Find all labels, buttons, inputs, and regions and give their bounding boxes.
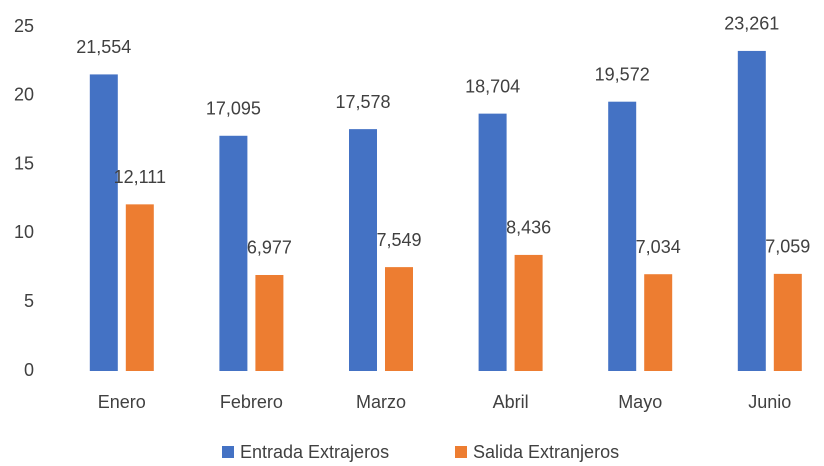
y-tick-label: 0 xyxy=(24,360,34,380)
bar xyxy=(125,204,154,371)
x-tick-label: Febrero xyxy=(220,392,283,412)
bar xyxy=(478,113,507,371)
bar xyxy=(349,129,377,371)
bar xyxy=(737,50,766,371)
value-label: 7,549 xyxy=(376,230,421,250)
value-label: 18,704 xyxy=(465,76,520,96)
legend-label: Salida Extranjeros xyxy=(473,442,619,462)
bar xyxy=(89,74,118,371)
bar xyxy=(608,101,637,372)
x-tick-label: Junio xyxy=(748,392,791,412)
legend-swatch xyxy=(222,446,234,458)
value-label: 8,436 xyxy=(506,218,551,238)
y-tick-label: 5 xyxy=(24,291,34,311)
value-label: 6,977 xyxy=(247,238,292,258)
value-label: 7,034 xyxy=(636,237,681,257)
x-tick-label: Mayo xyxy=(618,392,662,412)
y-tick-label: 20 xyxy=(14,85,34,105)
y-tick-label: 25 xyxy=(14,16,34,36)
y-tick-label: 15 xyxy=(14,153,34,173)
bar xyxy=(255,274,284,371)
bar xyxy=(514,254,543,371)
legend-swatch xyxy=(455,446,467,458)
x-tick-label: Marzo xyxy=(356,392,406,412)
value-label: 12,111 xyxy=(114,167,166,187)
value-label: 17,095 xyxy=(206,99,261,119)
value-label: 19,572 xyxy=(595,64,650,84)
value-label: 21,554 xyxy=(76,37,131,57)
value-label: 23,261 xyxy=(724,14,779,34)
bar xyxy=(219,135,248,371)
bar xyxy=(644,274,673,371)
bar xyxy=(773,273,802,371)
x-tick-label: Abril xyxy=(493,392,529,412)
y-tick-label: 10 xyxy=(14,222,34,242)
x-tick-label: Enero xyxy=(98,392,146,412)
value-label: 17,578 xyxy=(335,92,390,112)
value-label: 7,059 xyxy=(765,237,810,257)
legend-label: Entrada Extrajeros xyxy=(240,442,389,462)
bar xyxy=(385,267,413,371)
